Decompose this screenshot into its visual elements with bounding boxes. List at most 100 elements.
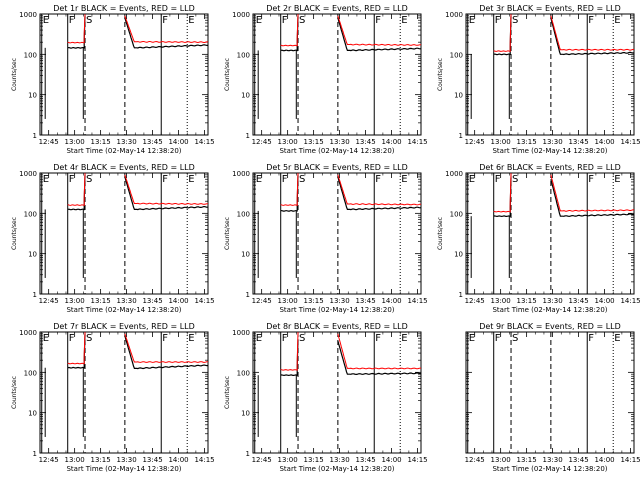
marker-label: E: [614, 174, 620, 185]
x-tick-label: 12:45: [465, 297, 485, 305]
panel-title: Det 4r BLACK = Events, RED = LLD: [53, 163, 195, 172]
y-tick-label: 10: [28, 410, 37, 418]
marker-label: S: [299, 15, 305, 26]
y-tick-label: 1: [459, 132, 463, 140]
x-tick-label: 13:15: [517, 138, 537, 146]
plot-frame: [39, 13, 209, 136]
marker-label: E: [469, 15, 475, 26]
x-axis-label: Start Time (02-May-14 12:38:20): [279, 465, 394, 473]
detector-panel-6: Det 6r BLACK = Events, RED = LLD 1 10 100 10…: [437, 163, 640, 314]
x-tick-label: 13:15: [304, 138, 324, 146]
marker-label: F: [375, 333, 381, 344]
marker-label: E: [469, 333, 475, 344]
x-tick-label: 12:45: [465, 138, 485, 146]
y-tick-label: 1000: [19, 170, 37, 178]
x-tick-label: 13:15: [91, 456, 111, 464]
panel-title: Det 9r BLACK = Events, RED = LLD: [479, 322, 621, 331]
x-tick-label: 14:00: [381, 456, 401, 464]
x-tick-label: 13:30: [117, 297, 137, 305]
y-tick-label: 10: [454, 92, 463, 100]
detector-panel-7: Det 7r BLACK = Events, RED = LLD 1 10 100 10…: [11, 322, 215, 473]
marker-label: F: [69, 15, 75, 26]
marker-label: F: [495, 333, 501, 344]
marker-label: F: [588, 333, 594, 344]
x-tick-label: 14:00: [168, 456, 188, 464]
y-tick-label: 1: [246, 450, 250, 458]
marker-label: E: [188, 15, 194, 26]
y-tick-label: 1: [33, 291, 37, 299]
plot-frame: [465, 172, 635, 295]
x-tick-label: 13:30: [117, 456, 137, 464]
x-tick-label: 14:15: [407, 297, 427, 305]
x-axis-label: Start Time (02-May-14 12:38:20): [279, 147, 394, 155]
detector-panel-4: Det 4r BLACK = Events, RED = LLD 1 10 100 10…: [11, 163, 215, 314]
events-series-line: [280, 339, 422, 377]
panel-title: Det 8r BLACK = Events, RED = LLD: [266, 322, 408, 331]
x-tick-label: 13:00: [491, 456, 511, 464]
lld-series-line: [280, 173, 422, 207]
x-tick-label: 13:00: [491, 297, 511, 305]
y-tick-label: 1000: [445, 11, 463, 19]
plot-frame: [465, 13, 635, 136]
x-tick-label: 13:00: [65, 138, 85, 146]
lld-series-line: [67, 14, 209, 44]
marker-label: E: [469, 174, 475, 185]
x-tick-label: 13:45: [142, 456, 162, 464]
marker-label: E: [256, 174, 262, 185]
y-tick-label: 1000: [445, 170, 463, 178]
marker-label: F: [282, 333, 288, 344]
plot-frame: [39, 331, 209, 454]
marker-label: F: [69, 174, 75, 185]
x-tick-label: 12:45: [465, 456, 485, 464]
x-tick-label: 14:00: [168, 297, 188, 305]
plot-frame: [252, 13, 422, 136]
x-tick-label: 13:00: [491, 138, 511, 146]
detector-panel-8: Det 8r BLACK = Events, RED = LLD 1 10 100 10…: [224, 322, 428, 473]
lld-series-line: [493, 173, 635, 213]
marker-label: E: [256, 15, 262, 26]
marker-label: E: [188, 333, 194, 344]
x-tick-label: 13:30: [543, 138, 563, 146]
marker-label: F: [588, 15, 594, 26]
marker-label: F: [162, 15, 168, 26]
x-tick-label: 14:15: [407, 138, 427, 146]
y-tick-label: 100: [24, 369, 37, 377]
marker-label: E: [614, 15, 620, 26]
lld-series-line: [280, 332, 421, 371]
events-series-line: [280, 16, 422, 52]
x-tick-label: 14:15: [194, 138, 214, 146]
marker-label: F: [495, 15, 501, 26]
y-axis-label: Counts/sec: [224, 58, 231, 91]
marker-label: F: [69, 333, 75, 344]
y-tick-label: 100: [237, 51, 250, 59]
x-tick-label: 13:30: [330, 297, 350, 305]
x-tick-label: 12:45: [252, 297, 272, 305]
y-tick-label: 10: [28, 92, 37, 100]
plot-frame: [252, 331, 422, 454]
detector-panel-1: Det 1r BLACK = Events, RED = LLD 1 10 100 10…: [11, 4, 215, 155]
y-tick-label: 10: [241, 410, 250, 418]
x-tick-label: 13:15: [517, 297, 537, 305]
x-tick-label: 12:45: [39, 456, 59, 464]
marker-label: S: [299, 174, 305, 185]
x-tick-label: 13:00: [278, 297, 298, 305]
marker-label: E: [43, 333, 49, 344]
marker-label: E: [401, 174, 407, 185]
x-tick-label: 13:15: [91, 138, 111, 146]
x-tick-label: 12:45: [252, 138, 272, 146]
y-tick-label: 100: [450, 51, 463, 59]
lld-series-line: [280, 14, 422, 47]
y-tick-label: 1000: [19, 11, 37, 19]
y-tick-label: 100: [237, 369, 250, 377]
x-axis-label: Start Time (02-May-14 12:38:20): [66, 465, 181, 473]
panel-title: Det 3r BLACK = Events, RED = LLD: [479, 4, 621, 13]
x-tick-label: 13:00: [65, 297, 85, 305]
y-tick-label: 1: [33, 132, 37, 140]
y-tick-label: 100: [237, 210, 250, 218]
marker-label: F: [162, 174, 168, 185]
x-tick-label: 13:15: [304, 456, 324, 464]
plot-frame: [252, 172, 422, 295]
x-tick-label: 14:00: [381, 138, 401, 146]
panel-title: Det 5r BLACK = Events, RED = LLD: [266, 163, 408, 172]
x-tick-label: 13:00: [278, 138, 298, 146]
